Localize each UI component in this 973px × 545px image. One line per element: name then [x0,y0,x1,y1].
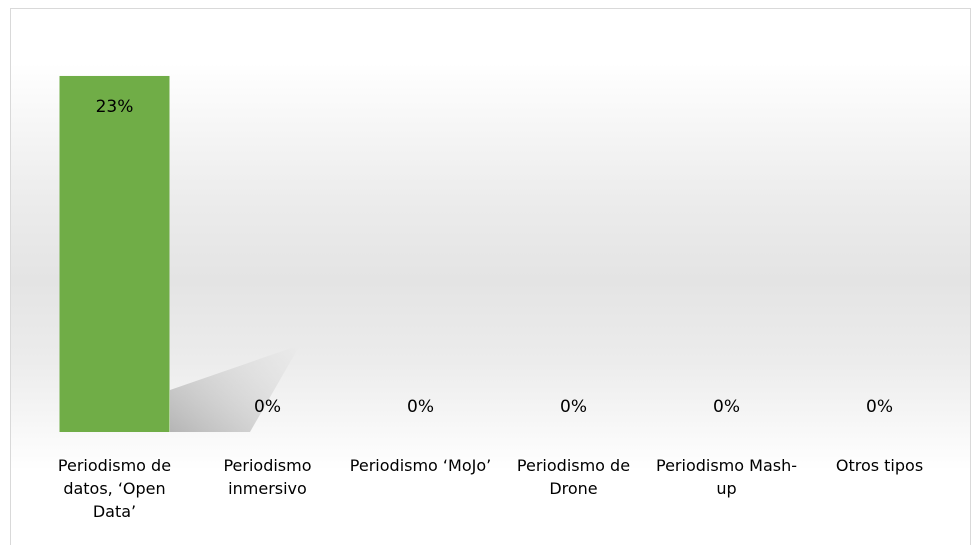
data-label: 0% [560,397,587,417]
data-label: 0% [407,397,434,417]
x-tick-label: Periodismo inmersivo [223,456,312,498]
x-tick-label: Periodismo de datos, ‘Open Data’ [57,456,172,521]
data-label: 0% [713,397,740,417]
x-tick-label: Periodismo ‘MoJo’ [349,456,492,475]
bar [59,75,170,433]
data-label: 0% [254,397,281,417]
data-label: 0% [866,397,893,417]
x-tick-label: Otros tipos [835,456,924,475]
x-tick-label: Periodismo de Drone [516,456,631,498]
bar-shadow [170,345,300,432]
data-label: 23% [96,97,134,117]
x-tick-label: Periodismo Mash- up [656,456,797,498]
chart-background [10,8,971,545]
